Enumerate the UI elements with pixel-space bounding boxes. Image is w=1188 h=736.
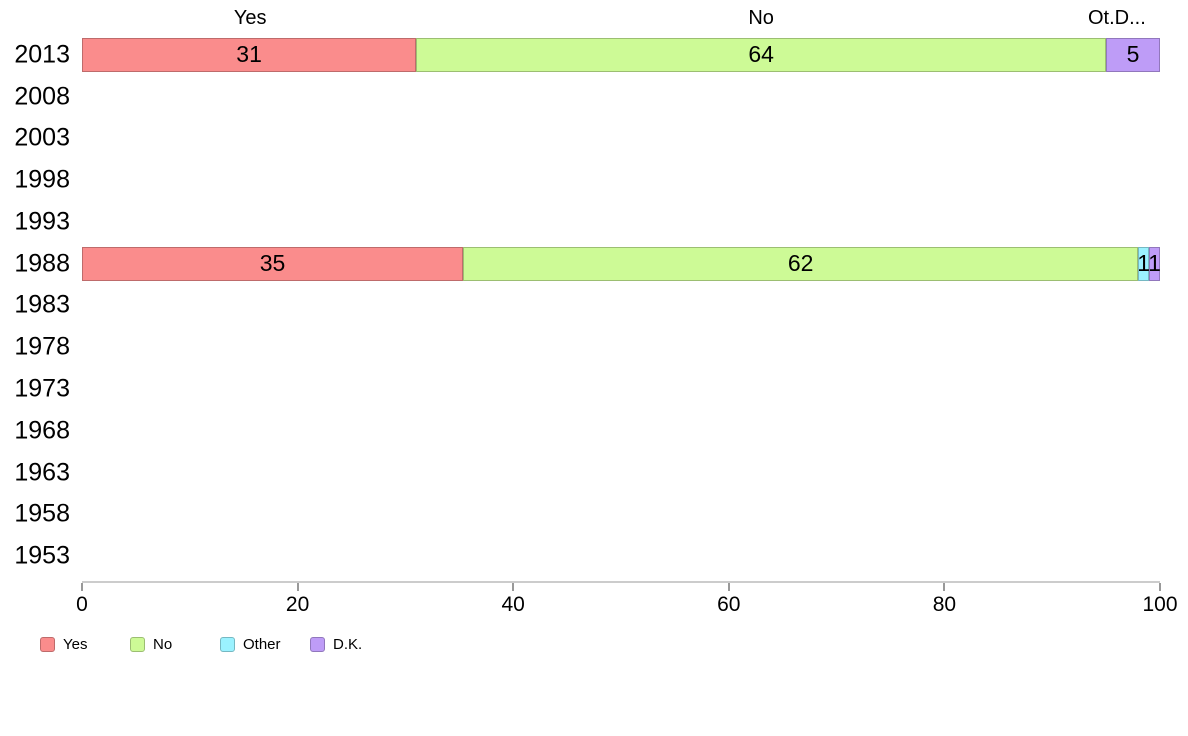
segment-value-label: 1 <box>1137 250 1151 277</box>
stacked-bar: 31 64 5 <box>82 37 1160 72</box>
chart-row: 1953 <box>14 535 1160 577</box>
segment-value-label: 1 <box>1148 250 1161 277</box>
chart-row: 2003 <box>14 118 1160 160</box>
legend-label: D.K. <box>333 636 363 653</box>
y-axis-label: 1968 <box>14 416 70 445</box>
x-axis: 0 20 40 60 80 100 <box>76 581 1178 615</box>
column-header-label: No <box>748 7 774 29</box>
y-axis-label: 1963 <box>14 458 70 487</box>
chart-row: 1958 <box>14 493 1160 535</box>
y-axis-label: 2008 <box>14 82 70 111</box>
x-axis-tick-label: 80 <box>932 593 957 616</box>
x-axis-tick-label: 0 <box>76 593 88 616</box>
bar-segment-no[interactable]: 62 <box>463 246 1139 281</box>
legend-swatch-icon <box>310 637 325 652</box>
y-axis-label: 1958 <box>14 499 70 528</box>
y-axis-label: 1983 <box>14 290 70 319</box>
legend-swatch-icon <box>40 637 55 652</box>
x-axis-tick-label: 40 <box>501 593 525 616</box>
chart-row: 1978 <box>14 326 1160 368</box>
segment-value-label: 64 <box>748 41 774 68</box>
y-axis-label: 1998 <box>14 165 70 194</box>
legend-label: No <box>153 636 173 653</box>
chart-row: 1968 <box>14 410 1160 452</box>
y-axis-label: 1978 <box>14 332 70 361</box>
legend-swatch-icon <box>130 637 145 652</box>
segment-value-label: 5 <box>1126 41 1140 68</box>
bar-segment-no[interactable]: 64 <box>416 37 1107 72</box>
bar-segment-other[interactable]: 1 <box>1137 246 1151 281</box>
chart-row: 1988 35 62 1 1 <box>14 243 1161 285</box>
legend-item-other[interactable]: Other <box>220 637 310 652</box>
x-axis-tick <box>296 583 299 591</box>
legend-label: Other <box>243 636 281 653</box>
stacked-bar: 35 62 1 1 <box>82 246 1161 281</box>
x-axis-tick <box>1159 583 1161 591</box>
y-axis-label: 1993 <box>14 207 70 236</box>
chart-legend: Yes No Other D.K. <box>40 637 400 652</box>
legend-item-dk[interactable]: D.K. <box>310 637 400 652</box>
legend-swatch-icon <box>220 637 235 652</box>
chart-row: 1993 <box>14 201 1160 243</box>
segment-value-label: 35 <box>259 250 286 277</box>
x-axis-tick <box>943 583 946 591</box>
x-axis-tick <box>512 583 515 591</box>
chart-row: 2008 <box>14 76 1160 118</box>
plot-area: 2013 31 64 5 2008 2003 1998 1993 1988 35 62 1 1 1983 1… <box>14 34 1161 577</box>
legend-label: Yes <box>63 636 88 653</box>
bar-segment-yes[interactable]: 31 <box>82 37 417 72</box>
chart-row: 1983 <box>14 285 1160 327</box>
x-axis-tick-label: 60 <box>717 593 741 616</box>
x-axis-tick <box>727 583 730 591</box>
y-axis-label: 2003 <box>14 123 70 152</box>
chart-row: 1963 <box>14 452 1160 494</box>
bar-segment-yes[interactable]: 35 <box>82 246 464 281</box>
x-axis-tick-label: 20 <box>285 593 310 616</box>
x-axis-tick-label: 100 <box>1142 593 1178 616</box>
column-header-label: Ot.D... <box>1087 7 1146 29</box>
chart-row: 2013 31 64 5 <box>14 34 1160 76</box>
chart-row: 1973 <box>14 368 1160 410</box>
y-axis-label: 1988 <box>14 249 70 278</box>
x-axis-tick <box>81 583 83 591</box>
chart-row: 1998 <box>14 159 1160 201</box>
legend-item-yes[interactable]: Yes <box>40 637 130 652</box>
column-header-label: Yes <box>233 7 267 29</box>
segment-value-label: 31 <box>236 41 262 68</box>
y-axis-label: 1973 <box>14 374 70 403</box>
y-axis-label: 1953 <box>14 541 70 570</box>
legend-item-no[interactable]: No <box>130 637 220 652</box>
y-axis-label: 2013 <box>14 40 70 69</box>
bar-segment-dk[interactable]: 5 <box>1106 37 1160 72</box>
bar-segment-dk[interactable]: 1 <box>1148 246 1161 281</box>
segment-value-label: 62 <box>787 250 814 277</box>
